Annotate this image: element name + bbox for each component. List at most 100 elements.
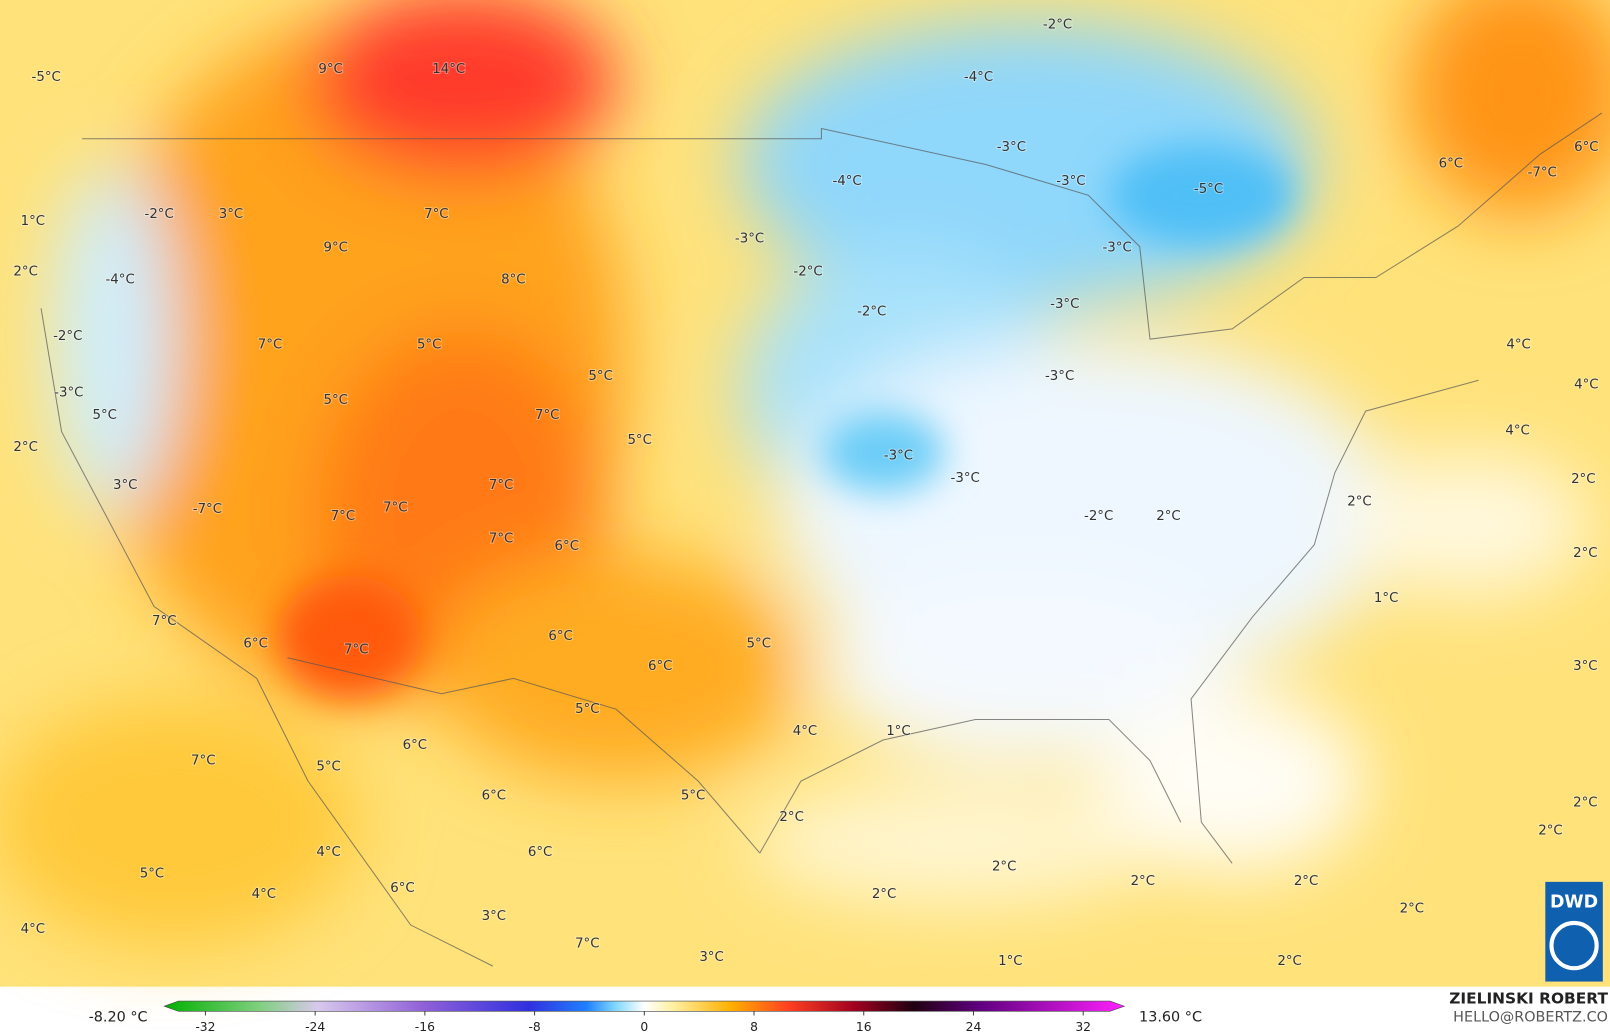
temperature-label: 3°C (1573, 659, 1597, 674)
temperature-label: 7°C (424, 207, 448, 222)
temperature-label: 7°C (535, 408, 559, 423)
temperature-label: -3°C (54, 386, 83, 401)
temperature-label: 9°C (324, 241, 348, 256)
colorbar-tick-label: 24 (966, 1020, 982, 1034)
temperature-label: 6°C (403, 738, 427, 753)
temperature-label: 6°C (243, 636, 267, 651)
colorbar: -8.20 °C 13.60 °C -32 -24 -16 -8 0 8 16 24 32 (89, 1000, 1202, 1034)
temperature-label: 2°C (1294, 874, 1318, 889)
temperature-label: 6°C (390, 881, 414, 896)
temperature-label: 2°C (1573, 796, 1597, 811)
colorbar-tick-label: -16 (415, 1020, 435, 1034)
temperature-label: 4°C (252, 887, 276, 902)
temperature-label: 6°C (1574, 140, 1598, 155)
temperature-label: 2°C (1277, 954, 1301, 969)
temperature-label: 2°C (872, 887, 896, 902)
colorbar-tick-label: -32 (195, 1020, 215, 1034)
temperature-label: 1°C (886, 724, 910, 739)
temperature-label: 4°C (1574, 377, 1598, 392)
colorbar-tick-label: 0 (640, 1020, 648, 1034)
temperature-label: 4°C (316, 845, 340, 860)
temperature-label: 7°C (489, 478, 513, 493)
temperature-label: 6°C (555, 539, 579, 554)
colorbar-gradient (163, 1000, 1126, 1012)
temperature-label: 2°C (1131, 874, 1155, 889)
map-field (0, 0, 1610, 987)
temperature-label: 3°C (219, 207, 243, 222)
colorbar-tick-label: 16 (856, 1020, 872, 1034)
temperature-label: 3°C (699, 950, 723, 965)
logo-icon (1549, 920, 1599, 971)
temperature-label: 4°C (1506, 337, 1530, 352)
temperature-label: 8°C (501, 273, 525, 288)
temperature-label: 5°C (747, 636, 771, 651)
temperature-label: 6°C (482, 789, 506, 804)
temperature-label: 1°C (21, 214, 45, 229)
temperature-label: -3°C (1056, 174, 1085, 189)
temperature-label: 2°C (1538, 823, 1562, 838)
temperature-label: 9°C (318, 62, 342, 77)
temperature-label: 5°C (575, 702, 599, 717)
temperature-label: 5°C (324, 393, 348, 408)
temperature-label: 6°C (648, 659, 672, 674)
temperature-label: 7°C (152, 614, 176, 629)
temperature-label: 7°C (191, 754, 215, 769)
temperature-label: 3°C (113, 478, 137, 493)
temperature-label: 7°C (344, 643, 368, 658)
temperature-label: -4°C (964, 70, 993, 85)
temperature-label: -2°C (145, 207, 174, 222)
temperature-label: 7°C (331, 509, 355, 524)
temperature-label: 5°C (627, 433, 651, 448)
temperature-label: 4°C (21, 922, 45, 937)
temperature-labels: -5°C 9°C 14°C -2°C -4°C -3°C -4°C -3°C -5°C 6°C -7… (12, 17, 1599, 970)
temperature-label: 6°C (1439, 156, 1463, 171)
temperature-label: 2°C (13, 440, 37, 455)
temperature-label: 2°C (13, 264, 37, 279)
temperature-label: 2°C (1400, 902, 1424, 917)
credit-contact: HELLO@ROBERTZ.CO (1453, 1010, 1608, 1026)
temperature-label: -3°C (1050, 297, 1079, 312)
temperature-label: 7°C (575, 937, 599, 952)
temperature-label: 5°C (92, 408, 116, 423)
temperature-label: -5°C (1194, 182, 1223, 197)
temperature-label: 6°C (528, 845, 552, 860)
temperature-label: 2°C (1156, 509, 1180, 524)
temperature-label: -3°C (884, 448, 913, 463)
temperature-label: 2°C (779, 810, 803, 825)
temperature-label: 5°C (140, 867, 164, 882)
temperature-label: -4°C (105, 273, 134, 288)
temperature-label: -3°C (1103, 241, 1132, 256)
temperature-label: 5°C (588, 369, 612, 384)
colorbar-min: -8.20 °C (89, 1010, 148, 1026)
temperature-label: -4°C (832, 174, 861, 189)
temperature-label: 14°C (432, 62, 465, 77)
temperature-label: -3°C (735, 231, 764, 246)
temperature-label: 3°C (482, 909, 506, 924)
temperature-label: 2°C (992, 859, 1016, 874)
temperature-label: 1°C (1374, 591, 1398, 606)
colorbar-tick-label: -24 (305, 1020, 325, 1034)
temperature-label: -2°C (53, 329, 82, 344)
temperature-label: 2°C (1571, 472, 1595, 487)
temperature-label: -3°C (1045, 369, 1074, 384)
temperature-label: 7°C (489, 532, 513, 547)
temperature-label: 1°C (998, 954, 1022, 969)
temperature-label: -2°C (1084, 509, 1113, 524)
temperature-label: 6°C (548, 629, 572, 644)
temperature-label: -2°C (857, 304, 886, 319)
temperature-label: -5°C (32, 70, 61, 85)
logo-text: DWD (1550, 892, 1598, 912)
temperature-label: 4°C (1505, 424, 1529, 439)
temperature-label: 4°C (793, 724, 817, 739)
temperature-label: -2°C (1043, 18, 1072, 33)
colorbar-tick-label: 32 (1075, 1020, 1091, 1034)
temperature-label: -3°C (951, 471, 980, 486)
temperature-label: -7°C (1528, 166, 1557, 181)
temperature-label: -3°C (997, 140, 1026, 155)
temperature-label: 7°C (258, 337, 282, 352)
temperature-label: -2°C (793, 264, 822, 279)
colorbar-max: 13.60 °C (1139, 1010, 1202, 1026)
temperature-label: 2°C (1347, 495, 1371, 510)
temperature-label: 5°C (316, 760, 340, 775)
